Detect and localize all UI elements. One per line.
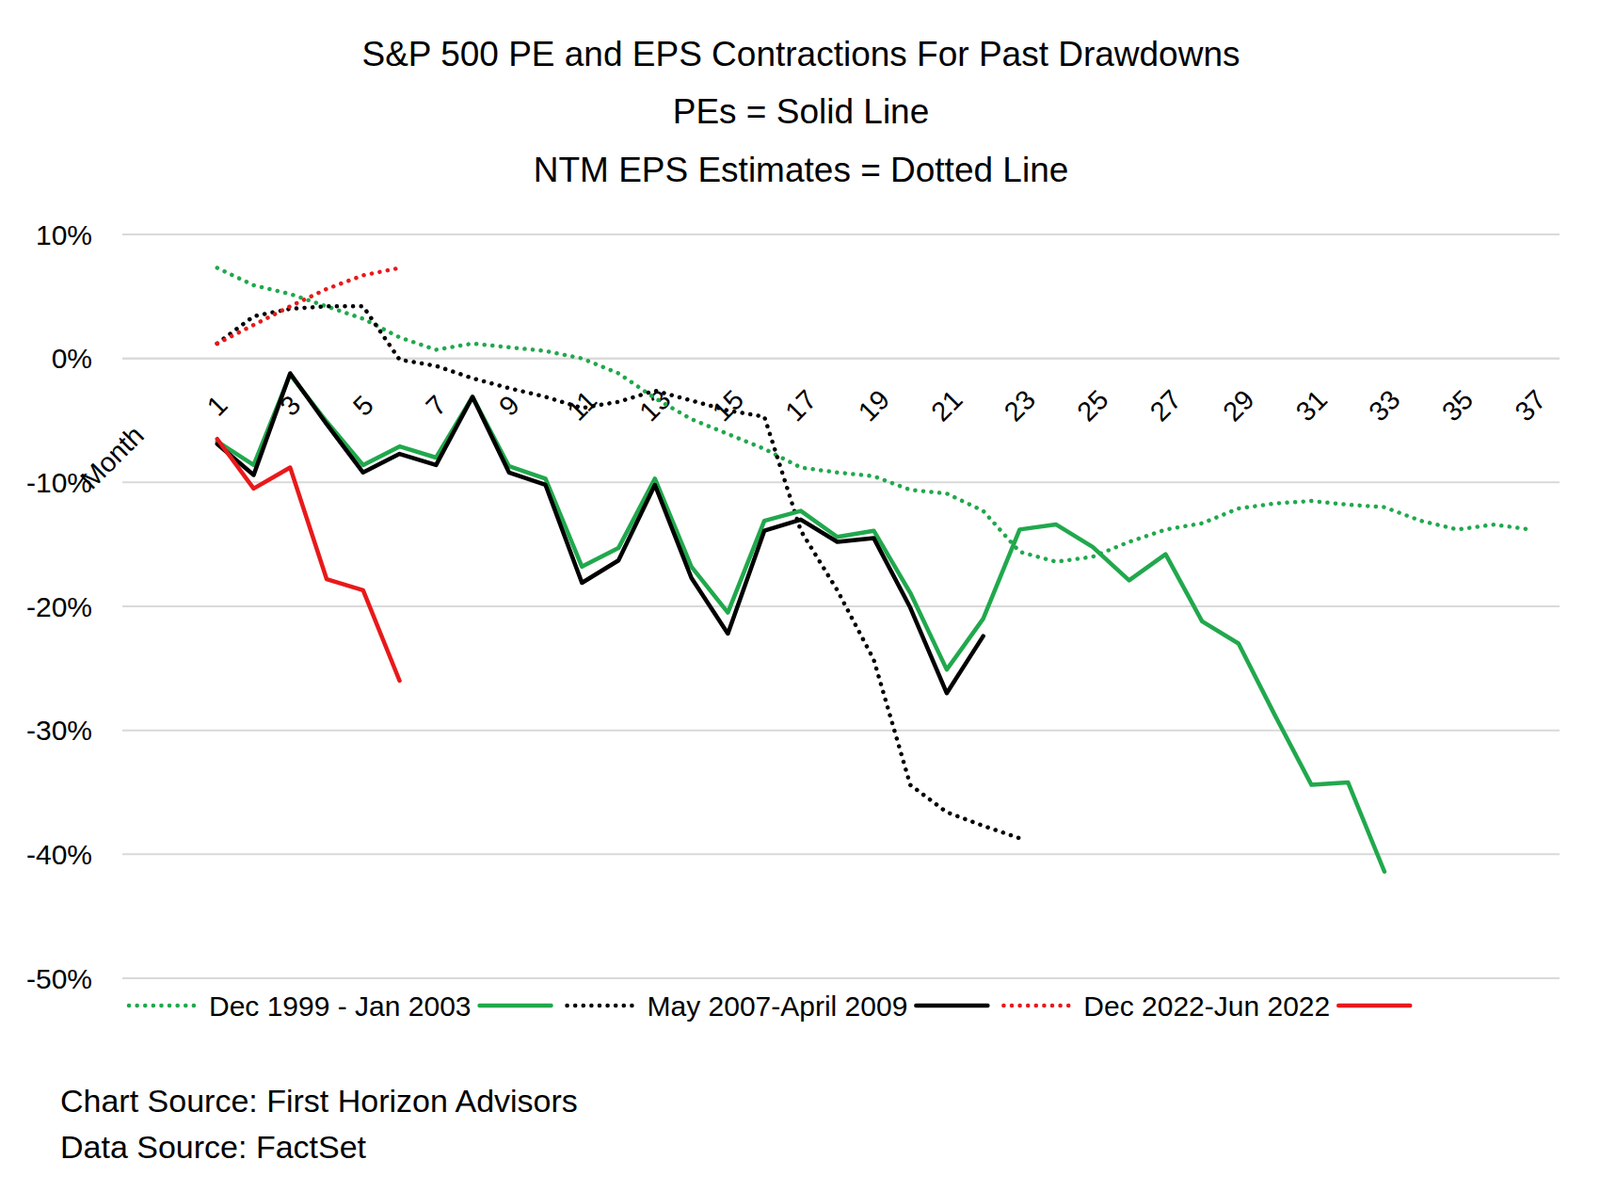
x-tick-label: 9 <box>493 389 526 422</box>
legend-label: May 2007-April 2009 <box>647 990 909 1022</box>
subtitle: PEs = Solid Line <box>672 92 930 131</box>
x-tick-label: 27 <box>1144 384 1187 427</box>
x-tick-label: 17 <box>779 384 822 427</box>
legend: Dec 1999 - Jan 2003 May 2007-April 2009 De… <box>128 990 1410 1022</box>
y-tick-label: -50% <box>26 962 93 994</box>
legend-swatch <box>1003 1003 1075 1008</box>
grid-line <box>122 357 1560 360</box>
source-note: Data Source: FactSet <box>60 1128 368 1165</box>
legend-swatch <box>480 1003 552 1008</box>
series-line <box>217 374 1385 872</box>
x-tick-label: 7 <box>419 389 452 422</box>
x-tick-label: 23 <box>998 384 1041 427</box>
title: S&P 500 PE and EPS Contractions For Past… <box>361 34 1240 74</box>
x-axis-line <box>122 357 1560 360</box>
x-axis-label: Month <box>74 419 150 496</box>
x-tick-label: 33 <box>1362 384 1406 427</box>
y-tick-label: -40% <box>26 838 93 870</box>
plot-area <box>217 268 1531 872</box>
y-tick-label: 0% <box>51 342 93 374</box>
legend-swatch <box>567 1003 640 1008</box>
x-tick-label: 11 <box>560 384 603 427</box>
series-line <box>217 268 1531 562</box>
grid-line <box>122 480 1560 483</box>
x-tick-label: 31 <box>1290 384 1333 427</box>
x-tick-label: 25 <box>1071 384 1114 427</box>
series-line <box>217 372 984 693</box>
legend-label: Dec 1999 - Jan 2003 <box>208 990 472 1022</box>
series-line <box>217 438 400 681</box>
legend-swatch <box>915 1003 988 1008</box>
x-tick-label: 19 <box>852 384 896 427</box>
grid-line <box>122 233 1560 236</box>
grid-line <box>122 605 1560 608</box>
x-tick-label: 37 <box>1508 384 1552 427</box>
subtitle: NTM EPS Estimates = Dotted Line <box>533 150 1070 190</box>
grid-line <box>122 852 1560 855</box>
y-tick-label: -20% <box>26 591 93 623</box>
y-tick-label: -30% <box>26 714 93 746</box>
grid <box>122 234 1560 978</box>
legend-swatch <box>1338 1003 1410 1008</box>
y-tick-label: 10% <box>35 219 93 251</box>
grid-line <box>122 976 1560 979</box>
x-tick-label: 29 <box>1216 384 1260 427</box>
x-tick-label: 35 <box>1436 384 1479 427</box>
x-tick-label: 5 <box>347 389 380 422</box>
series-line <box>217 268 400 344</box>
source-note: Chart Source: First Horizon Advisors <box>60 1082 578 1119</box>
grid-line <box>122 729 1560 732</box>
chart: S&P 500 PE and EPS Contractions For Past… <box>0 0 1600 1192</box>
x-tick-label: 1 <box>201 389 234 422</box>
legend-swatch <box>128 1003 201 1008</box>
x-tick-label: 21 <box>925 384 968 427</box>
legend-label: Dec 2022-Jun 2022 <box>1083 990 1330 1022</box>
